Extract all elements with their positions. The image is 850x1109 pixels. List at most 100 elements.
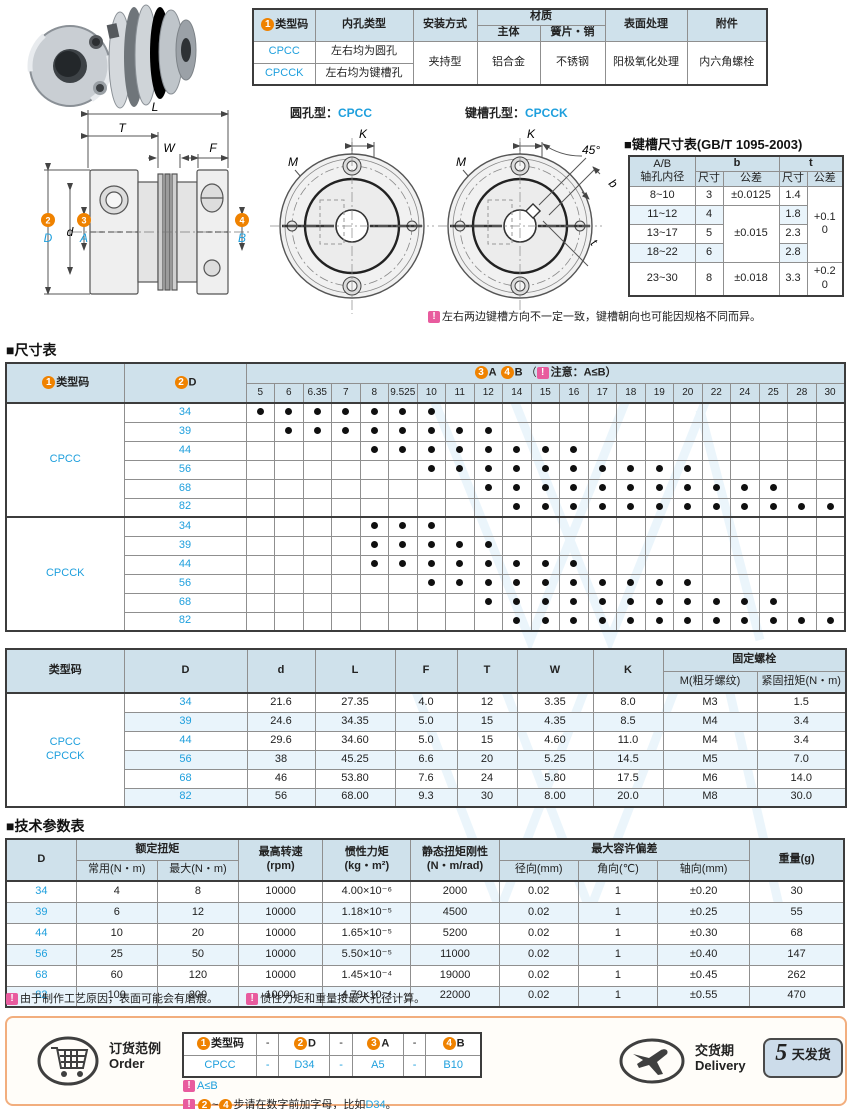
- tech-header-d: D: [5, 838, 77, 882]
- dimension-cell: 4.35: [516, 711, 594, 732]
- bore-dot-cell: [274, 535, 304, 556]
- diameter-cell: 34: [123, 516, 247, 537]
- tech-param-cell: 1: [577, 901, 659, 924]
- dimension-cell: 29.6: [246, 730, 316, 751]
- diameter-cell: 39: [123, 711, 248, 732]
- keyway-header-t: t: [778, 155, 844, 172]
- tech-param-cell: 25: [75, 943, 158, 966]
- bore-size-header: 20: [673, 382, 703, 404]
- order-header-type: 1 类型码: [182, 1032, 257, 1056]
- bore-dot-cell: [758, 535, 788, 556]
- bore-dot-cell: [673, 535, 703, 556]
- keyway-t: 2.3: [778, 223, 808, 244]
- tech-param-cell: 0.02: [498, 922, 579, 945]
- tech-param-cell: ±0.55: [656, 985, 751, 1008]
- tech-param-cell: 10000: [238, 943, 324, 966]
- tech-param-cell: 68: [749, 922, 845, 945]
- keyway-t-tol: +0.1 0: [806, 185, 844, 263]
- size-table-row: 56: [6, 573, 846, 594]
- dimension-cell: 15: [456, 730, 518, 751]
- bore-dot-cell: [445, 497, 475, 518]
- availability-dot: [427, 560, 435, 568]
- bore-dot-cell: [359, 497, 389, 518]
- diameter-cell: 56: [123, 749, 248, 770]
- note-icon: !: [428, 311, 440, 324]
- delivery-label-cn: 交货期: [695, 1043, 735, 1058]
- bore-dot-cell: [359, 421, 389, 442]
- bore-dot-cell: [530, 554, 560, 575]
- bore-dot-cell: [302, 440, 332, 461]
- bore-dot-cell: [616, 459, 646, 480]
- availability-dot: [399, 560, 407, 568]
- bore-dot-cell: [559, 611, 589, 632]
- dimension-cell: 12: [456, 692, 518, 713]
- bore-dot-cell: [445, 611, 475, 632]
- bore-dot-cell: [701, 497, 731, 518]
- bore-dot-cell: [758, 592, 788, 613]
- bore-dot-cell: [473, 573, 503, 594]
- availability-dot: [655, 465, 663, 473]
- dimension-row: 68 46 53.80 7.6 24 5.80 17.5 M6 14.0: [6, 768, 847, 789]
- availability-dot: [684, 579, 692, 587]
- svg-text:K: K: [527, 127, 536, 141]
- diameter-cell: 34: [123, 692, 248, 713]
- bore-dot-cell: [502, 421, 532, 442]
- size-table-row: 68: [6, 478, 846, 499]
- dim-header-type: 类型码: [5, 648, 125, 694]
- availability-dot: [741, 598, 749, 606]
- bore-dot-cell: [445, 421, 475, 442]
- bore-dot-cell: [730, 440, 760, 461]
- availability-dot: [399, 541, 407, 549]
- tech-param-cell: ±0.40: [656, 943, 751, 966]
- dimension-cell: 3.4: [756, 730, 847, 751]
- bore-dot-cell: [730, 421, 760, 442]
- keyway-b: 3: [694, 185, 724, 206]
- bore-dot-cell: [302, 459, 332, 480]
- availability-dot: [741, 484, 749, 492]
- bore-dot-cell: [644, 611, 674, 632]
- availability-dot: [513, 484, 521, 492]
- tech-header-radial: 径向(mm): [498, 859, 579, 882]
- availability-dot: [826, 502, 834, 510]
- bore-dot-cell: [673, 497, 703, 518]
- bore-dot-cell: [701, 516, 731, 537]
- dimension-cell: M6: [662, 768, 758, 789]
- bore-dot-cell: [245, 611, 275, 632]
- svg-text:T: T: [118, 121, 127, 135]
- bore-dot-cell: [245, 459, 275, 480]
- tech-param-cell: 0.02: [498, 880, 579, 903]
- bore-dot-cell: [502, 535, 532, 556]
- bore-dot-cell: [359, 440, 389, 461]
- tech-param-cell: 100: [75, 985, 158, 1008]
- type-code-cell: CPCC: [5, 402, 125, 518]
- note-icon: !: [536, 366, 549, 379]
- tech-param-cell: 50: [156, 943, 240, 966]
- tech-header-deviation: 最大容许偏差: [498, 838, 751, 861]
- bore-dot-cell: [473, 535, 503, 556]
- availability-dot: [456, 579, 464, 587]
- svg-text:45°: 45°: [582, 143, 600, 157]
- bore-dot-cell: [644, 516, 674, 537]
- dimension-row: 44 29.6 34.60 5.0 15 4.60 11.0 M4 3.4: [6, 730, 847, 751]
- availability-dot: [513, 502, 521, 510]
- bore-dot-cell: [673, 611, 703, 632]
- bore-dot-cell: [701, 592, 731, 613]
- delivery-badge: 5 天发货: [763, 1038, 843, 1078]
- availability-dot: [598, 616, 606, 624]
- availability-dot: [826, 616, 834, 624]
- cart-icon: [37, 1036, 99, 1086]
- tech-param-cell: 60: [75, 964, 158, 987]
- bore-dot-cell: [530, 440, 560, 461]
- availability-dot: [484, 541, 492, 549]
- bore-dot-cell: [473, 592, 503, 613]
- availability-dot: [655, 598, 663, 606]
- availability-dot: [399, 446, 407, 454]
- dim-header-bolt-m: M(粗牙螺纹): [662, 670, 758, 694]
- bore-dot-cell: [616, 440, 646, 461]
- availability-dot: [285, 427, 293, 435]
- dimension-cell: 24: [456, 768, 518, 789]
- bore-dot-cell: [701, 421, 731, 442]
- bore-size-header: 10: [416, 382, 446, 404]
- availability-dot: [513, 560, 521, 568]
